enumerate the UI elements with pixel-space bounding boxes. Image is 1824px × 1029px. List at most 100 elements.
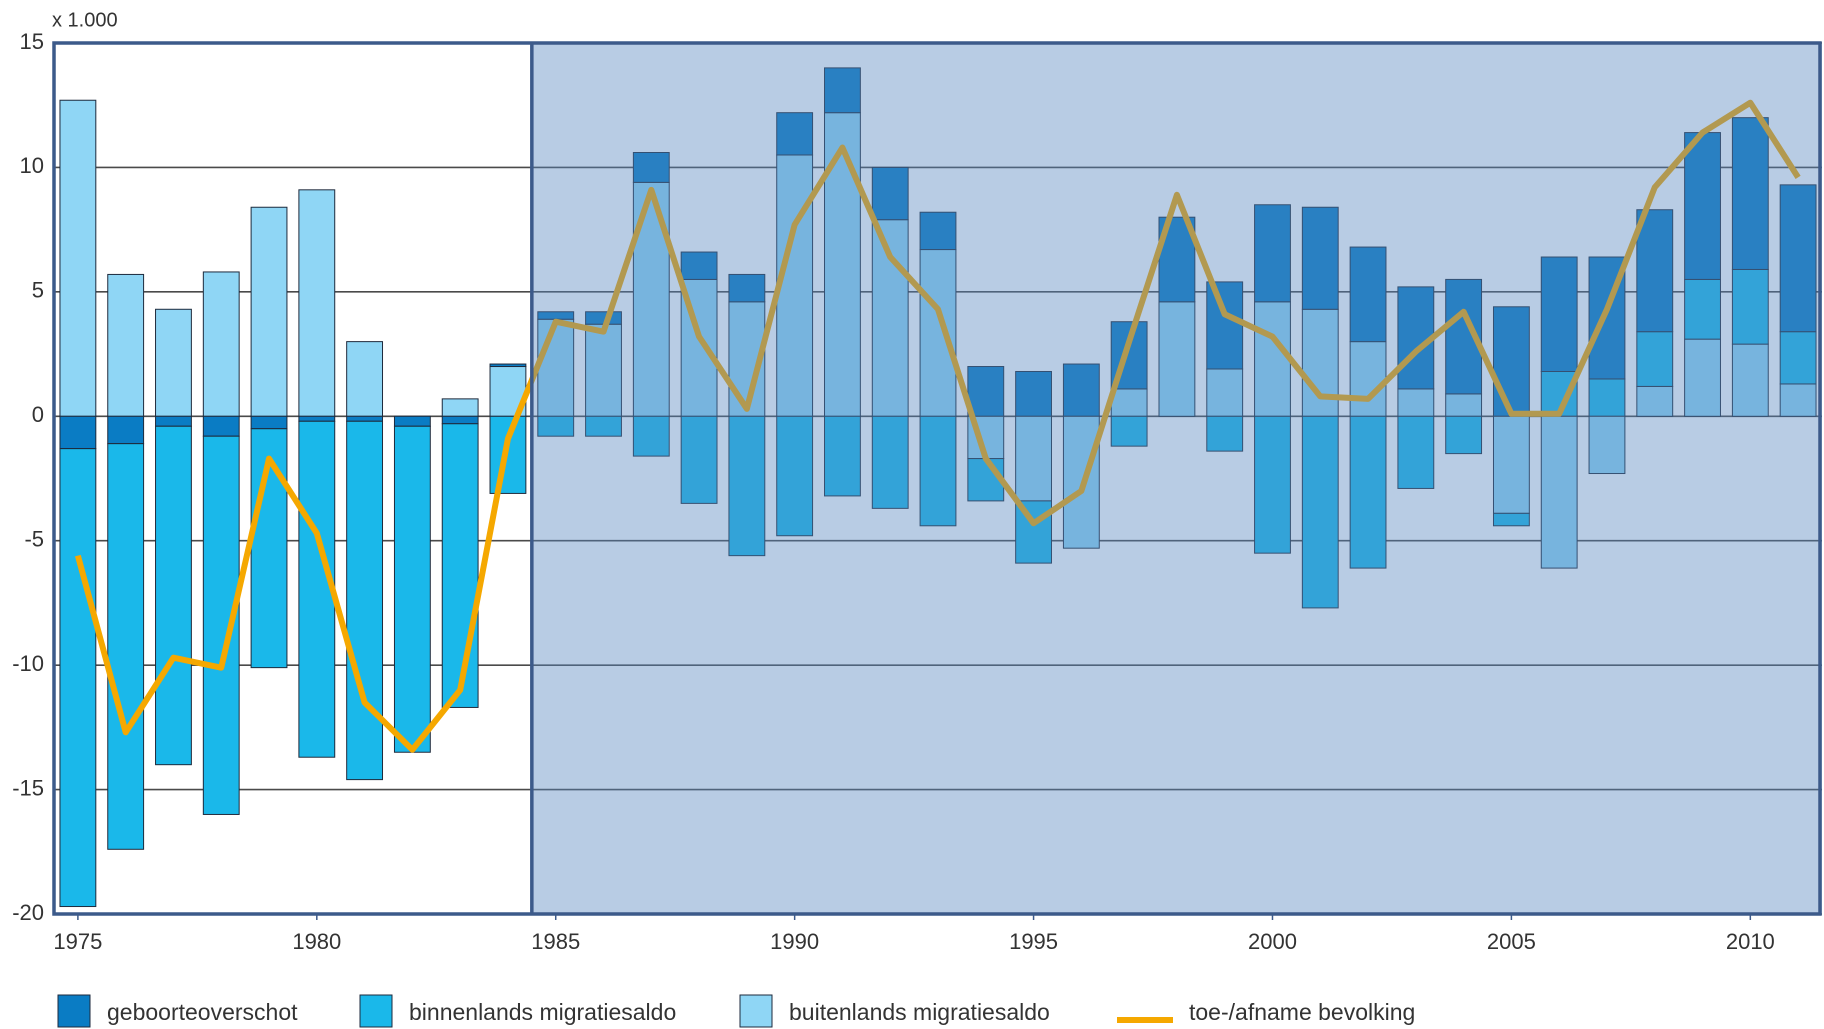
bar-segment: [1779, 331, 1817, 385]
bar-segment: [680, 251, 718, 280]
bar-segment: [441, 423, 479, 708]
bar-segment: [585, 415, 622, 437]
bar-segment: [728, 415, 766, 557]
bar-segment: [1779, 184, 1817, 333]
y-tick-label: 15: [20, 29, 44, 54]
bar-segment: [107, 443, 145, 850]
bar-segment: [871, 166, 909, 221]
bar-segment: [871, 415, 909, 509]
bar-segment: [1349, 246, 1387, 343]
bar-segment: [632, 415, 670, 457]
bar-segment: [1015, 370, 1052, 417]
y-tick-label: -20: [12, 900, 44, 925]
bar-segment: [1206, 415, 1244, 452]
bar-segment: [1397, 388, 1435, 417]
bar-segment: [1684, 338, 1721, 417]
bar-segment: [776, 112, 814, 156]
bar-segment: [202, 415, 240, 437]
bar-segment: [59, 415, 97, 450]
bar-segment: [298, 189, 336, 417]
bar-segment: [1158, 301, 1196, 417]
line: [74, 99, 1801, 753]
x-tick-label: 1975: [53, 929, 102, 954]
bar-segment: [776, 415, 814, 537]
bar-segment: [1540, 256, 1578, 372]
y-tick-label: -10: [12, 651, 44, 676]
bar-segment: [919, 415, 957, 527]
y-tick-label: 0: [32, 402, 44, 427]
x-tick-label: 1990: [770, 929, 819, 954]
bar-segment: [59, 99, 97, 417]
y-tick-label: -15: [12, 775, 44, 800]
bar-segment: [1731, 117, 1769, 270]
bar-segment: [155, 415, 192, 427]
bar-segment: [728, 273, 766, 303]
bar-segment: [107, 273, 145, 417]
bar-segment: [346, 341, 384, 417]
bar-segment: [680, 415, 718, 504]
plot-frame: [52, 41, 1822, 916]
bar-segment: [1492, 306, 1530, 417]
bar-segment: [1349, 341, 1387, 417]
bar-segment: [441, 415, 479, 425]
legend-swatch: [359, 994, 393, 1028]
bar-segment: [1492, 415, 1530, 514]
bar-segment: [298, 415, 336, 422]
bar-segment: [1015, 415, 1052, 502]
bar-segment: [298, 420, 336, 758]
bar-segment: [155, 425, 192, 766]
bar-segment: [250, 206, 288, 417]
x-tick-label: 2010: [1726, 929, 1775, 954]
bar-segment: [346, 415, 384, 422]
bar-segment: [346, 420, 384, 781]
bar-segment: [441, 398, 479, 417]
legend-label: toe-/afname bevolking: [1189, 999, 1415, 1025]
legend-swatch: [57, 994, 91, 1028]
bar-segment: [1779, 383, 1817, 417]
bar-segment: [1397, 415, 1435, 489]
bar-segment: [1254, 204, 1291, 303]
bar-segment: [59, 448, 97, 908]
y-unit-label: x 1.000: [52, 9, 118, 31]
bar-segment: [1254, 301, 1291, 417]
bar-segment: [250, 415, 288, 430]
bar-segment: [1301, 206, 1339, 310]
bar-segment: [155, 308, 192, 417]
bar-segment: [1636, 331, 1674, 387]
bar-segment: [489, 363, 527, 368]
bar-segment: [1492, 512, 1530, 527]
legend-label: buitenlands migratiesaldo: [789, 999, 1050, 1025]
bar-segment: [632, 151, 670, 183]
bar-segment: [1062, 363, 1100, 417]
y-tick-label: 10: [20, 153, 44, 178]
bar-segment: [537, 415, 575, 437]
y-tick-label: -5: [24, 527, 44, 552]
bar-segment: [393, 425, 431, 753]
bar-segment: [489, 415, 527, 494]
bar-segment: [919, 211, 957, 251]
bar-segment: [1636, 385, 1674, 417]
bar-segment: [1206, 281, 1244, 370]
bar-segment: [1445, 415, 1483, 455]
x-tick-label: 1985: [531, 929, 580, 954]
bar-segment: [1684, 278, 1721, 340]
legend-swatch: [739, 994, 773, 1028]
legend-label: binnenlands migratiesaldo: [409, 999, 676, 1025]
bar-segment: [1301, 415, 1339, 609]
bar-segment: [967, 366, 1005, 417]
bar-segment: [919, 249, 957, 417]
bar-segment: [107, 415, 145, 445]
bar-segment: [1684, 132, 1721, 280]
bar-segment: [1254, 415, 1291, 554]
x-tick-label: 1995: [1009, 929, 1058, 954]
x-tick-label: 2005: [1487, 929, 1536, 954]
bar-segment: [1110, 415, 1148, 447]
bar-segment: [1636, 209, 1674, 333]
legend-label: geboorteoverschot: [107, 999, 298, 1025]
bar-segment: [537, 318, 575, 417]
bar-segment: [393, 415, 431, 427]
bar-segment: [824, 67, 861, 114]
x-tick-label: 1980: [292, 929, 341, 954]
